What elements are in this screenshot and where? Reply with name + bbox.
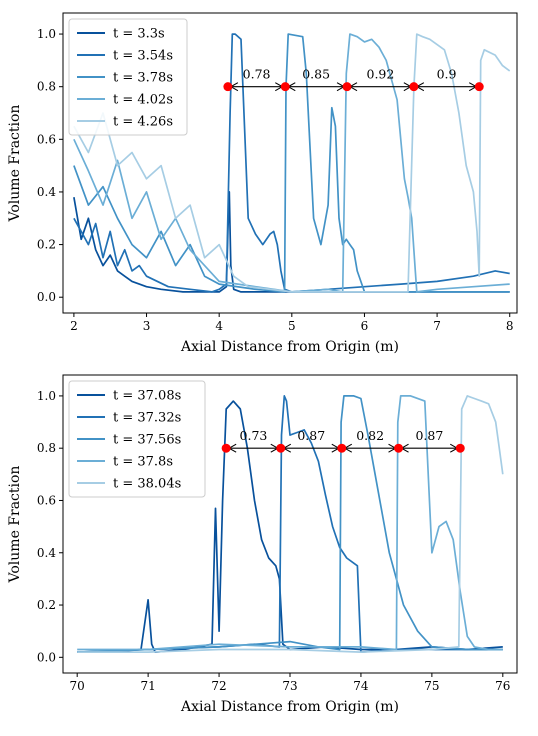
series-line-4 <box>77 395 503 651</box>
legend-box <box>68 18 188 136</box>
annotation-label: 0.73 <box>240 428 268 443</box>
legend: t = 3.3s t = 3.54s t = 3.78s t = 4.02s t = 4… <box>68 18 188 136</box>
annotation-marker <box>455 443 465 453</box>
series-line-1 <box>77 400 503 653</box>
axes-frame <box>62 12 518 314</box>
annotation-label: 0.87 <box>415 428 443 443</box>
legend-label: t = 38.04s <box>113 477 181 492</box>
y-tick-label: 0.0 <box>37 650 56 664</box>
annotation-label: 0.92 <box>367 67 395 82</box>
legend-label: t = 37.8s <box>113 455 173 470</box>
annotation-marker <box>409 82 419 92</box>
annotation-label: 0.85 <box>302 67 330 82</box>
legend-box <box>68 380 206 498</box>
legend-label: t = 4.02s <box>113 93 173 108</box>
legend-label: t = 3.54s <box>113 49 173 64</box>
legend-label: t = 37.56s <box>113 433 181 448</box>
annotation-label: 0.87 <box>297 428 325 443</box>
x-tick-label: 2 <box>70 319 78 333</box>
x-tick-label: 70 <box>70 679 85 693</box>
y-tick-label: 0.6 <box>37 493 56 507</box>
x-tick-label: 73 <box>282 679 297 693</box>
series-line-4 <box>73 33 510 293</box>
annotation-marker <box>221 443 231 453</box>
legend-label: t = 37.08s <box>113 389 181 404</box>
y-tick-label: 0.8 <box>37 80 56 94</box>
annotation-label: 0.82 <box>356 428 384 443</box>
x-tick-label: 4 <box>215 319 223 333</box>
legend-label: t = 3.3s <box>113 27 165 42</box>
x-tick-label: 5 <box>288 319 296 333</box>
annotation-label: 0.9 <box>437 67 457 82</box>
legend-label: t = 4.26s <box>113 115 173 130</box>
x-tick-label: 7 <box>433 319 441 333</box>
series-line-2 <box>73 33 510 293</box>
x-axis-label: Axial Distance from Origin (m) <box>180 339 399 355</box>
chart-panel-2: 70 71 72 73 74 75 76 0.0 0.2 0.4 0.6 0.8 1.0 Axial Di… <box>7 374 518 715</box>
series-line-3 <box>77 395 503 653</box>
annotation-marker <box>223 82 233 92</box>
y-tick-label: 0.8 <box>37 441 56 455</box>
y-tick-label: 0.0 <box>37 290 56 304</box>
x-tick-label: 6 <box>361 319 369 333</box>
annotation-marker <box>337 443 347 453</box>
annotation-marker <box>342 82 352 92</box>
series-line-3 <box>73 33 510 293</box>
y-tick-label: 0.4 <box>37 546 56 560</box>
annotation-marker <box>276 443 286 453</box>
annotation-marker <box>280 82 290 92</box>
annotation-marker <box>474 82 484 92</box>
x-tick-label: 74 <box>353 679 369 693</box>
y-axis-label: Volume Fraction <box>7 105 23 223</box>
x-axis-label: Axial Distance from Origin (m) <box>180 699 399 715</box>
x-tick-label: 76 <box>495 679 510 693</box>
legend-label: t = 3.78s <box>113 71 173 86</box>
x-tick-label: 72 <box>211 679 226 693</box>
y-tick-label: 1.0 <box>37 27 56 41</box>
x-tick-label: 71 <box>140 679 155 693</box>
annotation-label: 0.78 <box>243 67 271 82</box>
y-tick-label: 0.2 <box>37 238 56 252</box>
x-tick-label: 8 <box>506 319 514 333</box>
series-line-1 <box>73 191 510 293</box>
x-tick-label: 3 <box>143 319 151 333</box>
y-tick-label: 0.2 <box>37 598 56 612</box>
annotation-marker <box>394 443 404 453</box>
legend: t = 37.08s t = 37.32s t = 37.56s t = 37.8s t… <box>68 380 206 498</box>
y-tick-label: 0.6 <box>37 132 56 146</box>
y-tick-label: 0.4 <box>37 185 56 199</box>
chart-panel-1: 2 3 4 5 6 7 8 0.0 0.2 0.4 0.6 0.8 1.0 Axial Distance … <box>7 12 518 355</box>
y-axis-label: Volume Fraction <box>7 466 23 584</box>
y-tick-label: 1.0 <box>37 389 56 403</box>
x-tick-label: 75 <box>424 679 439 693</box>
series-line-5 <box>77 395 504 653</box>
legend-label: t = 37.32s <box>113 411 181 426</box>
